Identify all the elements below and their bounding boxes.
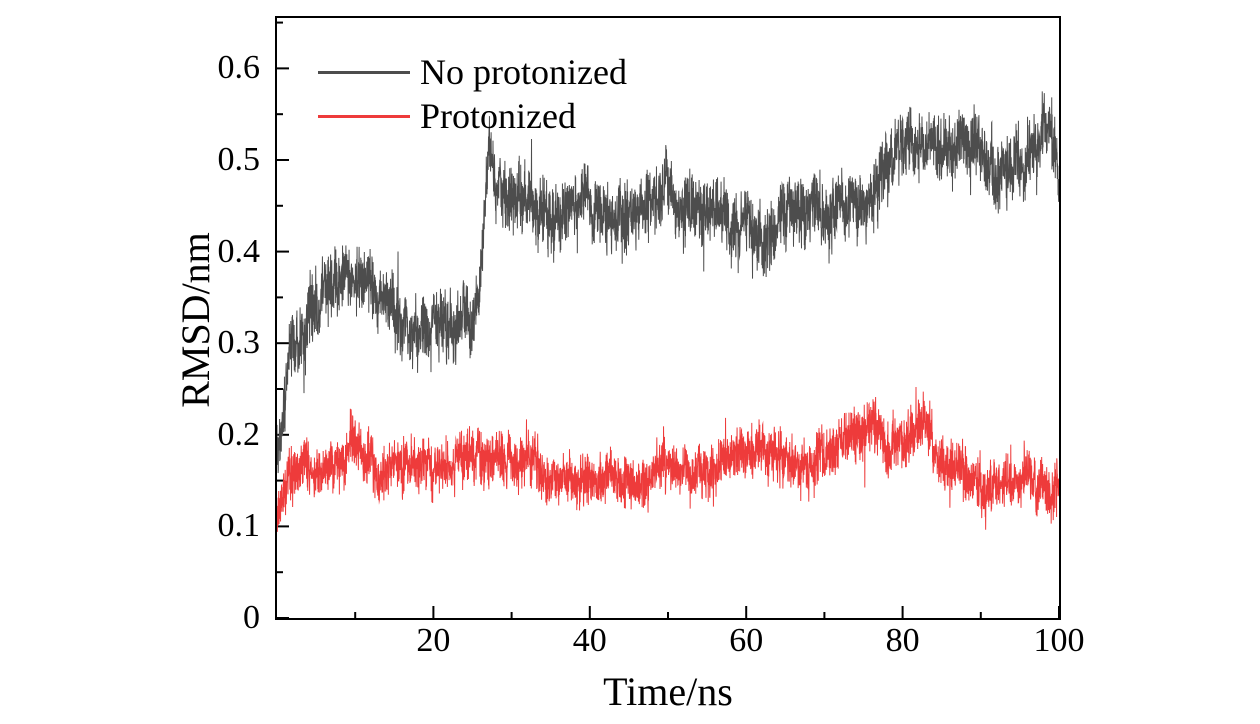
plot-area [275,16,1061,620]
legend-item: No protonized [318,50,627,94]
x-tick-label: 60 [729,622,764,659]
y-tick-label: 0.5 [217,140,261,178]
y-axis-label: RMSD/nm [173,232,218,408]
y-tick-label: 0.2 [217,415,261,453]
x-tick-label: 40 [572,622,607,659]
legend-line-1 [318,114,410,118]
y-tick-label: 0 [243,599,260,636]
legend-label-no-protonized: No protonized [420,52,627,92]
x-tick-label: 80 [885,622,920,659]
x-tick-label: 20 [416,622,451,659]
legend-item: Protonized [318,94,627,138]
y-tick-label: 0.4 [217,232,261,270]
y-tick-label: 0.3 [217,324,261,362]
legend: No protonized Protonized [318,50,627,138]
y-tick-label: 0.6 [217,49,261,87]
x-axis-label: Time/ns [603,669,733,714]
legend-line-0 [318,70,410,74]
legend-label-protonized: Protonized [420,96,576,136]
y-tick-label: 0.1 [217,507,261,545]
chart-canvas [277,18,1059,618]
x-tick-label: 100 [1033,622,1085,659]
